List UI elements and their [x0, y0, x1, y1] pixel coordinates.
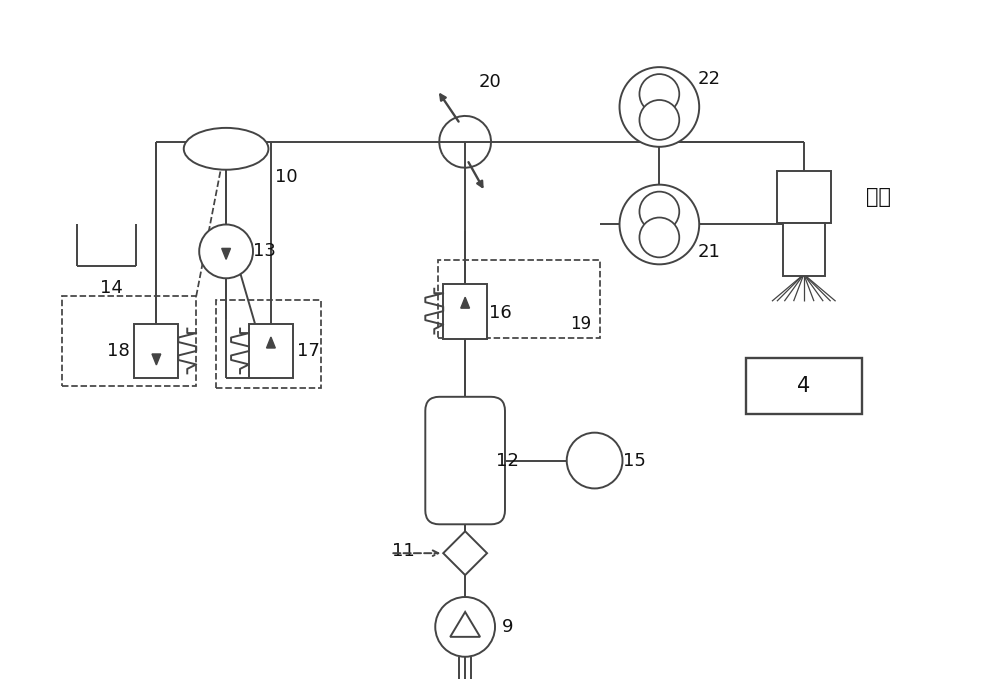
Text: 4: 4: [797, 376, 810, 396]
Text: 10: 10: [275, 168, 297, 186]
Circle shape: [620, 67, 699, 147]
Bar: [746, 358, 862, 413]
Text: 12: 12: [496, 452, 518, 470]
Circle shape: [639, 74, 679, 114]
Polygon shape: [443, 531, 487, 575]
Polygon shape: [450, 612, 480, 637]
Text: 18: 18: [107, 342, 130, 360]
Text: 21: 21: [698, 244, 721, 262]
Text: 喷嘴: 喷嘴: [866, 187, 891, 207]
FancyBboxPatch shape: [425, 397, 505, 524]
Bar: [777, 171, 831, 223]
Circle shape: [567, 433, 623, 489]
Polygon shape: [461, 297, 470, 308]
Circle shape: [199, 225, 253, 278]
Text: 22: 22: [698, 70, 721, 88]
Bar: [443, 284, 487, 338]
Circle shape: [435, 597, 495, 657]
Bar: [62, 296, 196, 386]
Circle shape: [639, 218, 679, 258]
Bar: [783, 223, 825, 276]
Text: 16: 16: [489, 304, 511, 322]
Polygon shape: [267, 337, 275, 348]
Ellipse shape: [184, 128, 268, 170]
Bar: [134, 324, 178, 379]
Text: 9: 9: [502, 618, 514, 636]
Text: 11: 11: [392, 542, 415, 560]
Circle shape: [639, 100, 679, 140]
Circle shape: [620, 184, 699, 264]
Polygon shape: [222, 248, 230, 260]
Circle shape: [639, 191, 679, 232]
Bar: [438, 260, 600, 338]
Text: 19: 19: [571, 315, 592, 333]
Text: 17: 17: [297, 342, 320, 360]
Polygon shape: [152, 354, 161, 365]
Text: 20: 20: [479, 73, 501, 91]
Text: 14: 14: [100, 279, 123, 297]
Text: 13: 13: [253, 242, 275, 260]
Bar: [216, 300, 321, 388]
Text: 15: 15: [623, 452, 646, 470]
Bar: [249, 324, 293, 379]
